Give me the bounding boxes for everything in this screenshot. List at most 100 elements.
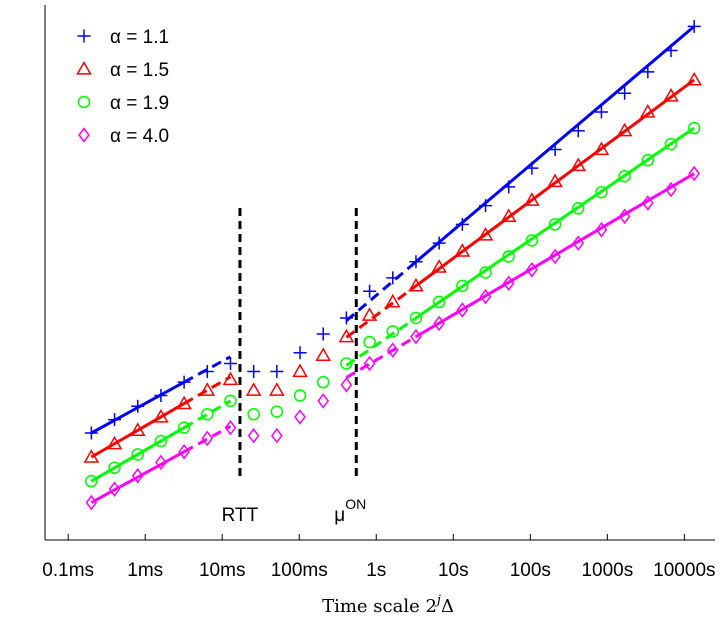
x-tick-label: 1ms [127, 560, 163, 581]
data-point [317, 393, 330, 409]
data-point [456, 302, 469, 318]
data-point [292, 363, 308, 378]
legend-marker-2 [76, 60, 92, 75]
data-point [155, 454, 167, 471]
data-point [664, 43, 678, 57]
data-point [200, 364, 214, 378]
data-point [665, 181, 677, 198]
data-point [108, 481, 121, 497]
data-point [153, 408, 169, 423]
data-point [294, 409, 306, 425]
fit-line-2 [90, 402, 185, 459]
data-point [525, 234, 539, 247]
data-point [570, 157, 587, 172]
data-point [154, 389, 168, 403]
data-point [688, 165, 701, 182]
x-tick-label: 100ms [271, 560, 328, 581]
data-point [502, 180, 516, 194]
data-point [201, 408, 214, 421]
data-point [247, 427, 260, 444]
data-point [340, 357, 353, 370]
data-point [339, 311, 353, 325]
data-point [270, 364, 284, 378]
data-point [687, 19, 701, 33]
data-point [199, 382, 216, 396]
x-tick-label: 1s [366, 560, 386, 581]
data-point [572, 202, 585, 215]
data-point [177, 375, 191, 389]
fit-extension-3 [183, 399, 232, 429]
data-point [106, 435, 123, 450]
legend-marker-1 [77, 29, 91, 43]
data-point [84, 426, 98, 440]
data-points [83, 19, 702, 511]
data-point [500, 208, 517, 222]
series-1 [84, 19, 701, 440]
data-point [338, 328, 355, 343]
x-tick-label: 10s [438, 560, 469, 581]
data-point [663, 87, 679, 102]
vertical-markers: RTT μON [222, 208, 366, 526]
data-point [524, 192, 540, 206]
data-point [223, 356, 237, 370]
data-point [386, 342, 399, 358]
data-point [479, 199, 493, 213]
data-point [293, 346, 307, 360]
data-point [432, 295, 446, 309]
data-point [525, 161, 539, 175]
data-point [526, 262, 538, 278]
data-point [224, 419, 237, 436]
data-point [456, 279, 469, 293]
x-tick-label: 100s [510, 560, 551, 581]
data-point [363, 284, 377, 298]
data-point [642, 195, 654, 211]
data-point [686, 71, 702, 86]
x-tick-label: 10000s [653, 560, 715, 581]
data-point [154, 434, 168, 448]
data-point [201, 430, 214, 447]
data-point [131, 468, 144, 484]
x-axis-label-sup: j [434, 593, 441, 608]
data-point [477, 227, 494, 241]
data-point [618, 208, 631, 225]
data-point [361, 307, 378, 321]
data-point [247, 408, 260, 421]
data-point [271, 427, 283, 444]
data-point [549, 248, 561, 265]
series-2 [83, 71, 702, 463]
x-tick-label: 10ms [199, 560, 245, 581]
data-point [641, 153, 655, 167]
data-point [502, 275, 515, 291]
data-point [594, 105, 608, 119]
data-point [479, 266, 492, 279]
marker-label-2: μON [334, 496, 366, 526]
data-point [384, 293, 401, 308]
fit-line-4 [90, 450, 185, 504]
data-point [129, 422, 146, 436]
fit-extension-4 [183, 424, 232, 454]
data-point [410, 328, 422, 345]
data-point [131, 448, 144, 461]
x-tick-label: 1000s [581, 560, 633, 581]
fit-extension-2 [183, 375, 232, 405]
data-point [616, 122, 633, 137]
data-point [572, 235, 585, 251]
marker-label-1: RTT [222, 505, 259, 526]
data-point [408, 277, 424, 292]
fit-extension-1 [183, 355, 232, 384]
data-point [177, 421, 191, 434]
data-point [85, 474, 98, 488]
fit-line-7 [415, 126, 696, 320]
series-4 [85, 165, 701, 511]
data-point [433, 315, 445, 332]
fit-line-8 [415, 172, 695, 338]
data-point [222, 371, 239, 386]
data-point [454, 243, 471, 257]
data-point [641, 65, 655, 79]
data-point [455, 217, 469, 231]
fit-extension-7 [345, 316, 417, 367]
data-point [85, 494, 98, 511]
x-axis-label-base: 2 [425, 596, 436, 617]
data-point [618, 86, 632, 100]
